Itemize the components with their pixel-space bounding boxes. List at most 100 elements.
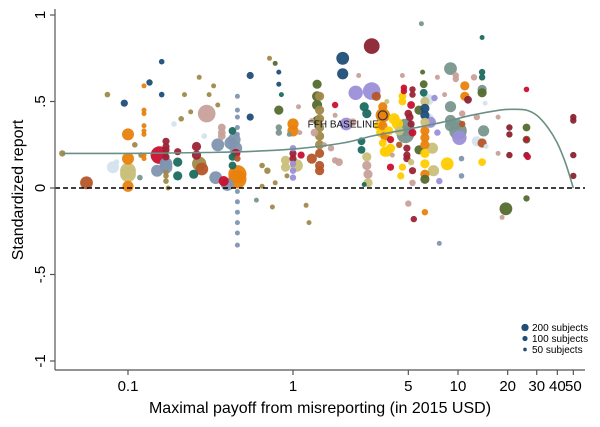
data-point xyxy=(120,99,128,107)
data-point xyxy=(420,103,430,113)
data-point xyxy=(264,167,271,174)
data-point xyxy=(173,171,183,181)
points-layer xyxy=(59,21,577,248)
data-point xyxy=(420,126,430,136)
data-point xyxy=(400,87,408,95)
data-point xyxy=(482,100,488,106)
data-point xyxy=(409,179,416,186)
data-point xyxy=(289,149,297,157)
y-tick-label: 0 xyxy=(32,184,49,192)
data-point xyxy=(523,195,530,202)
data-point xyxy=(275,124,282,131)
data-point xyxy=(506,151,513,159)
x-axis-title: Maximal payoff from misreporting (in 201… xyxy=(149,400,491,417)
data-point xyxy=(389,152,395,158)
data-point xyxy=(523,86,530,93)
data-point xyxy=(196,74,202,80)
data-point xyxy=(162,146,170,154)
data-point xyxy=(280,155,291,165)
data-point xyxy=(407,158,415,166)
data-point xyxy=(348,118,357,127)
data-point xyxy=(234,93,240,99)
data-point xyxy=(272,180,278,186)
data-point xyxy=(419,88,428,97)
data-point xyxy=(178,116,184,122)
data-point xyxy=(452,75,459,83)
data-point xyxy=(499,214,505,220)
data-point xyxy=(234,209,240,215)
data-point xyxy=(427,165,440,177)
data-point xyxy=(253,197,259,203)
data-point xyxy=(276,81,282,87)
data-point xyxy=(478,158,486,167)
data-point xyxy=(459,120,466,128)
data-point xyxy=(141,131,147,137)
data-point xyxy=(420,96,430,107)
data-point xyxy=(120,166,136,183)
axes: 1 .5 0 -.5 -1 0.1 1 5 10 20 30 40 50 Standardized r… xyxy=(10,9,585,417)
data-point xyxy=(197,104,216,123)
ffh-baseline-marker xyxy=(377,110,388,121)
fit-curve xyxy=(62,108,575,189)
data-point xyxy=(174,148,182,156)
data-point xyxy=(309,118,315,123)
data-point xyxy=(141,111,147,117)
data-point xyxy=(122,152,134,165)
data-point xyxy=(306,220,312,226)
data-point xyxy=(408,167,417,175)
data-point xyxy=(122,180,134,192)
y-tick-label: -.5 xyxy=(32,266,49,284)
data-point xyxy=(452,130,467,145)
x-tick-label: 0.1 xyxy=(118,378,139,395)
data-point xyxy=(483,144,489,149)
data-point xyxy=(228,126,237,135)
data-point xyxy=(405,200,412,207)
data-point xyxy=(470,74,478,81)
data-point xyxy=(523,136,530,143)
data-point xyxy=(246,71,254,80)
x-tick-label: 1 xyxy=(289,378,297,395)
data-point xyxy=(426,142,438,154)
data-point xyxy=(234,125,240,130)
data-point xyxy=(408,128,417,137)
data-point xyxy=(234,242,240,248)
data-point xyxy=(356,73,362,78)
data-point xyxy=(278,92,284,98)
data-point xyxy=(189,169,199,179)
data-point xyxy=(440,157,454,171)
x-tick-label: 20 xyxy=(499,378,516,395)
y-tick-label: -1 xyxy=(32,354,49,367)
data-point xyxy=(215,102,221,108)
data-point xyxy=(315,105,325,115)
data-point xyxy=(524,153,531,161)
data-point xyxy=(420,117,430,127)
data-point xyxy=(442,92,448,98)
data-point xyxy=(289,167,297,174)
data-point xyxy=(506,131,513,138)
data-point xyxy=(80,176,93,190)
data-point xyxy=(315,91,325,101)
data-point xyxy=(234,230,240,236)
data-point xyxy=(420,159,430,169)
data-point xyxy=(478,74,486,81)
legend-marker xyxy=(523,347,527,352)
data-point xyxy=(276,69,282,75)
data-point xyxy=(234,199,240,205)
data-point xyxy=(337,68,349,80)
data-point xyxy=(289,174,297,181)
data-point xyxy=(431,94,438,102)
data-point xyxy=(158,91,165,98)
data-point xyxy=(141,128,147,134)
data-point xyxy=(171,121,177,127)
data-point xyxy=(362,160,372,171)
data-point xyxy=(122,128,134,141)
data-point xyxy=(570,151,577,159)
data-point xyxy=(286,131,292,137)
data-point xyxy=(362,152,372,162)
data-point xyxy=(359,102,369,112)
data-point xyxy=(397,172,405,180)
data-point xyxy=(405,113,414,121)
x-tick-label: 30 xyxy=(528,378,545,395)
data-point xyxy=(451,118,463,130)
